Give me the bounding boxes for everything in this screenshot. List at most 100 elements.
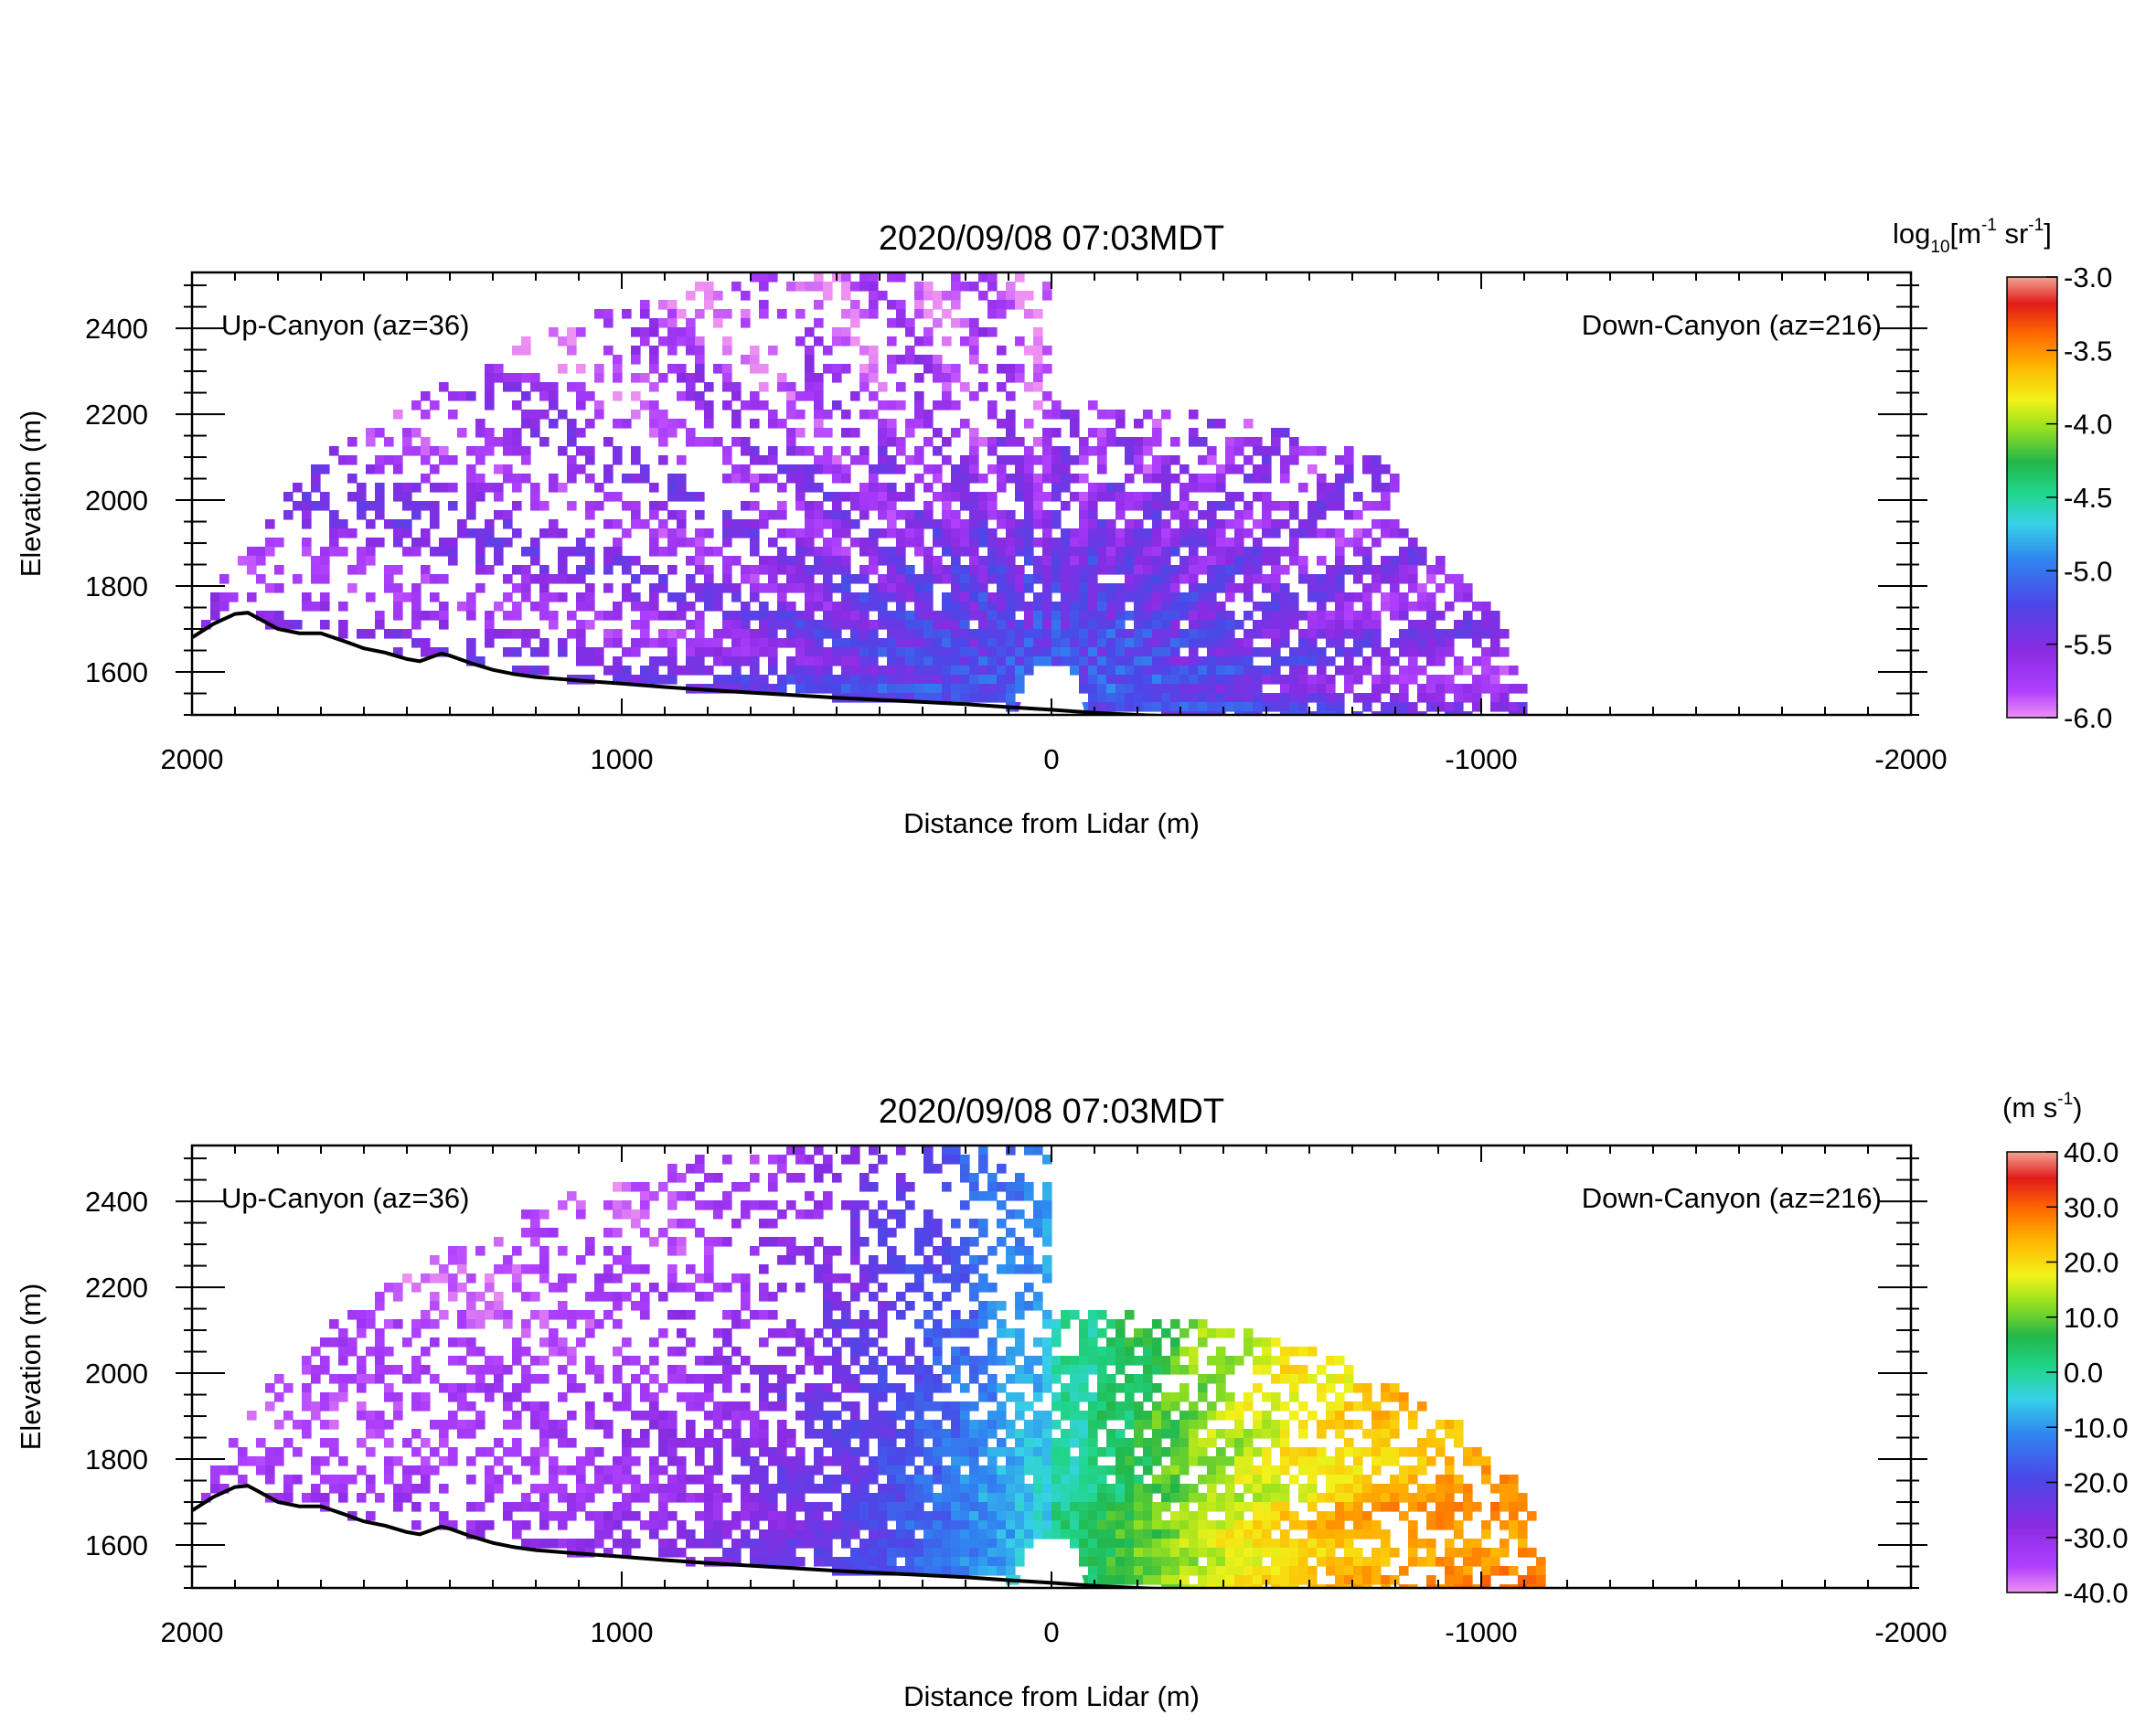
field-cell (549, 419, 559, 429)
field-cell (768, 1310, 778, 1320)
field-cell (667, 1511, 678, 1521)
field-cell (1399, 693, 1409, 703)
field-cell (951, 611, 961, 621)
field-cell (622, 1383, 632, 1393)
field-cell (832, 1356, 842, 1366)
field-cell (1106, 1347, 1116, 1357)
field-cell (942, 528, 952, 538)
field-cell (997, 620, 1007, 630)
field-cell (731, 675, 742, 685)
field-cell (713, 364, 723, 374)
field-cell (1006, 1246, 1016, 1256)
field-cell (1015, 1502, 1025, 1512)
field-cell (530, 629, 540, 639)
field-cell (695, 611, 705, 621)
field-cell (969, 1447, 979, 1457)
field-cell (942, 638, 952, 648)
field-cell (1490, 666, 1500, 676)
field-cell (1335, 711, 1345, 715)
field-cell (750, 1420, 760, 1430)
field-cell (869, 656, 879, 666)
field-cell (475, 1374, 486, 1384)
field-cell (933, 1264, 943, 1274)
field-cell (338, 1356, 348, 1366)
field-cell (430, 501, 440, 511)
field-cell (960, 492, 970, 502)
field-cell (1006, 611, 1016, 621)
field-cell (704, 602, 714, 612)
field-cell (1042, 611, 1052, 621)
field-cell (841, 1539, 851, 1549)
field-cell (229, 1438, 239, 1448)
field-cell (1042, 428, 1052, 438)
field-cell (439, 574, 449, 584)
field-cell (768, 1447, 778, 1457)
field-cell (658, 1383, 668, 1393)
field-cell (896, 1529, 906, 1540)
field-cell (411, 1283, 422, 1293)
field-cell (302, 492, 312, 502)
field-cell (567, 611, 577, 621)
field-cell (448, 391, 458, 401)
field-cell (1070, 410, 1080, 420)
field-cell (1097, 1520, 1107, 1530)
field-cell (1106, 483, 1116, 493)
field-cell (667, 528, 678, 538)
field-cell (777, 592, 787, 602)
field-cell (1097, 1557, 1107, 1567)
field-cell (1207, 702, 1217, 712)
field-cell (366, 556, 376, 566)
field-cell (1216, 693, 1226, 703)
field-cell (1253, 602, 1263, 612)
field-cell (923, 282, 934, 292)
field-cell (1298, 611, 1308, 621)
field-cell (741, 647, 751, 657)
field-cell (887, 1502, 897, 1512)
field-cell (887, 620, 897, 630)
field-cell (585, 391, 595, 401)
field-cell (969, 1374, 979, 1384)
field-cell (430, 1447, 440, 1457)
field-cell (1317, 510, 1327, 520)
field-cell (475, 419, 486, 429)
field-cell (1106, 702, 1116, 712)
field-cell (302, 1429, 312, 1439)
y-tick-label: 2000 (85, 485, 148, 517)
field-cell (741, 1447, 751, 1457)
field-cell (814, 1429, 824, 1439)
field-cell (869, 1493, 879, 1503)
field-cell (942, 437, 952, 447)
field-cell (850, 1209, 860, 1220)
field-cell (786, 400, 796, 410)
field-cell (512, 428, 522, 438)
velocity-field (192, 1145, 1546, 1588)
field-cell (997, 1475, 1007, 1485)
field-cell (1253, 574, 1263, 584)
field-cell (1088, 684, 1098, 694)
field-cell (393, 1502, 403, 1512)
field-cell (741, 1319, 751, 1329)
field-cell (457, 1401, 467, 1412)
field-cell (649, 611, 659, 621)
field-cell (741, 565, 751, 575)
field-cell (1179, 574, 1190, 584)
field-cell (850, 1511, 860, 1521)
field-cell (823, 364, 833, 374)
field-cell (677, 611, 687, 621)
field-cell (274, 1447, 284, 1457)
field-cell (850, 336, 860, 346)
field-cell (530, 1502, 540, 1512)
field-cell (613, 611, 623, 621)
field-cell (1454, 620, 1464, 630)
field-cell (1161, 538, 1171, 548)
field-cell (768, 446, 778, 456)
field-cell (923, 1420, 934, 1430)
field-cell (384, 1319, 394, 1329)
field-cell (503, 1502, 513, 1512)
field-cell (466, 391, 476, 401)
field-cell (613, 1401, 623, 1412)
field-cell (1253, 492, 1263, 502)
field-cell (969, 647, 979, 657)
field-cell (896, 647, 906, 657)
field-cell (1353, 547, 1363, 557)
